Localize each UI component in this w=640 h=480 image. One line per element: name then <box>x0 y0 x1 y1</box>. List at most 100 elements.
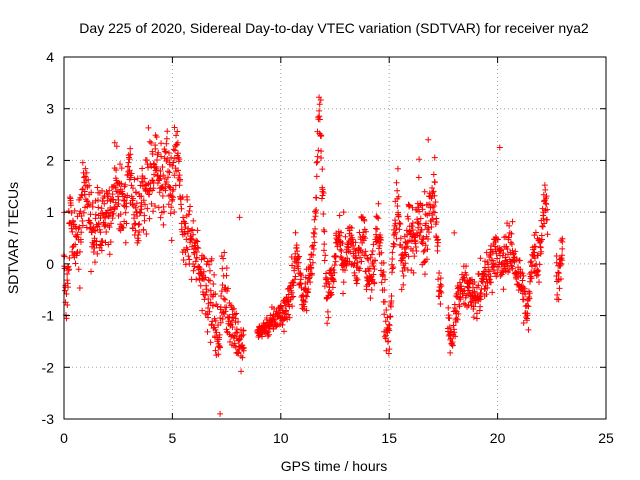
data-point <box>302 298 309 305</box>
data-point <box>321 228 328 235</box>
data-point <box>420 235 427 242</box>
data-point <box>205 314 212 321</box>
data-point <box>342 233 349 240</box>
chart-title: Day 225 of 2020, Sidereal Day-to-day VTE… <box>79 20 589 36</box>
data-point <box>216 331 223 338</box>
data-point <box>318 132 325 139</box>
data-point <box>207 277 214 284</box>
data-point <box>500 250 507 257</box>
data-point <box>86 182 93 189</box>
data-point <box>380 268 387 275</box>
data-point <box>122 239 129 246</box>
data-point <box>291 276 298 283</box>
data-point <box>106 187 113 194</box>
data-point <box>405 253 412 260</box>
data-point <box>394 165 401 172</box>
data-point <box>417 221 424 228</box>
data-point <box>322 252 329 259</box>
data-point <box>117 211 124 218</box>
data-point <box>235 349 242 356</box>
data-point <box>108 220 115 227</box>
data-point <box>381 276 388 283</box>
data-point <box>217 344 224 351</box>
data-point <box>324 308 331 315</box>
data-point <box>206 267 213 274</box>
data-point <box>126 167 133 174</box>
data-point <box>188 235 195 242</box>
data-point <box>415 174 422 181</box>
data-point <box>180 256 187 263</box>
data-point <box>538 248 545 255</box>
data-point <box>111 182 118 189</box>
data-point <box>184 196 191 203</box>
data-point <box>174 128 181 135</box>
data-point <box>436 293 443 300</box>
data-point <box>463 271 470 278</box>
data-point <box>155 204 162 211</box>
data-point <box>393 179 400 186</box>
data-point <box>186 256 193 263</box>
data-point <box>127 151 134 158</box>
data-point <box>80 174 87 181</box>
data-point <box>317 97 324 104</box>
data-point <box>217 315 224 322</box>
data-point <box>217 410 224 417</box>
data-point <box>107 239 114 246</box>
data-point <box>559 245 566 252</box>
data-point <box>467 299 474 306</box>
data-point <box>456 303 463 310</box>
data-point <box>170 146 177 153</box>
data-point <box>399 255 406 262</box>
data-point <box>352 239 359 246</box>
data-point <box>233 310 240 317</box>
data-point <box>325 314 332 321</box>
data-point <box>396 226 403 233</box>
data-point <box>340 279 347 286</box>
data-point <box>184 246 191 253</box>
data-point <box>164 156 171 163</box>
data-point <box>295 265 302 272</box>
data-point <box>214 303 221 310</box>
data-point <box>86 219 93 226</box>
data-point <box>131 215 138 222</box>
data-point <box>112 184 119 191</box>
data-point <box>553 272 560 279</box>
data-point <box>516 257 523 264</box>
data-point <box>432 198 439 205</box>
data-point <box>105 241 112 248</box>
data-point <box>199 307 206 314</box>
data-point <box>239 354 246 361</box>
data-point <box>70 218 77 225</box>
data-point <box>435 276 442 283</box>
data-point <box>150 185 157 192</box>
data-point <box>526 293 533 300</box>
data-point <box>165 174 172 181</box>
data-point <box>152 203 159 210</box>
data-point <box>498 246 505 253</box>
data-point <box>303 293 310 300</box>
data-point <box>114 203 121 210</box>
data-point <box>222 296 229 303</box>
x-tick-label: 20 <box>490 430 506 446</box>
data-point <box>429 212 436 219</box>
data-point <box>122 181 129 188</box>
data-point <box>293 242 300 249</box>
data-point <box>98 247 105 254</box>
data-point <box>97 241 104 248</box>
data-point <box>295 259 302 266</box>
data-point <box>97 229 104 236</box>
data-point <box>200 268 207 275</box>
data-point <box>452 333 459 340</box>
data-point <box>410 269 417 276</box>
data-point <box>74 231 81 238</box>
data-point <box>559 252 566 259</box>
data-point <box>416 208 423 215</box>
y-tick-label: -1 <box>42 308 55 324</box>
data-point <box>328 291 335 298</box>
data-point <box>230 314 237 321</box>
data-point <box>473 315 480 322</box>
data-point <box>164 128 171 135</box>
data-point <box>180 214 187 221</box>
data-point <box>404 243 411 250</box>
data-point <box>426 201 433 208</box>
